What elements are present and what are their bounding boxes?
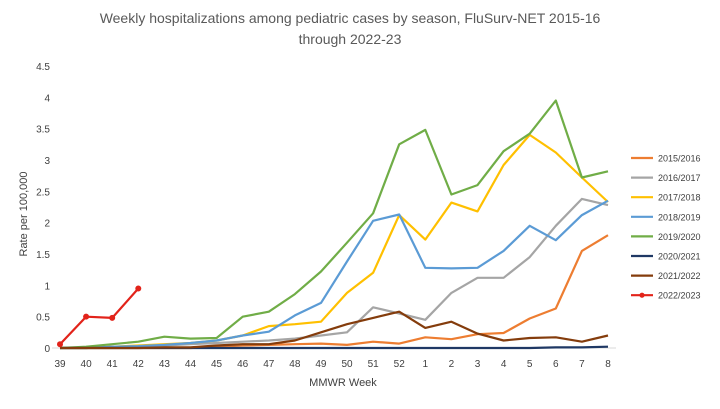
legend-item: 2017/2018 [631, 193, 701, 203]
series-2017-2018 [60, 133, 609, 350]
y-tick-label: 1.5 [36, 250, 50, 261]
y-tick-label: 0.5 [36, 313, 50, 324]
chart-title-line-1: Weekly hospitalizations among pediatric … [100, 10, 601, 26]
legend-item: 2016/2017 [631, 173, 701, 183]
x-tick-label: 43 [159, 359, 171, 370]
x-tick-label: 41 [107, 359, 119, 370]
series-line [60, 234, 609, 350]
legend-label: 2017/2018 [658, 193, 701, 203]
legend-item: 2021/2022 [631, 271, 701, 281]
x-tick-label: 46 [237, 359, 249, 370]
legend-label: 2018/2019 [658, 212, 701, 222]
y-tick-label: 1 [44, 281, 50, 292]
legend-item: 2022/2023 [631, 291, 701, 301]
series-line [60, 197, 609, 350]
y-tick-label: 3 [44, 156, 50, 167]
x-tick-label: 50 [341, 359, 353, 370]
x-axis-label: MMWR Week [309, 377, 377, 389]
series-2015-2016 [60, 234, 609, 350]
legend-item: 2019/2020 [631, 232, 701, 242]
legend-item: 2018/2019 [631, 212, 701, 222]
y-tick-label: 0 [44, 344, 50, 355]
x-tick-label: 8 [605, 359, 611, 370]
y-axis-ticks: 0 0.5 1 1.5 2 2.5 3 3.5 4 4.5 [36, 62, 50, 355]
x-axis-ticks: 39 40 41 42 43 44 45 46 47 48 49 50 51 52 1 2 3 4 5 6 7 8 [54, 359, 611, 370]
y-tick-label: 4 [44, 93, 50, 104]
legend-item: 2015/2016 [631, 154, 701, 164]
y-tick-label: 4.5 [36, 62, 50, 73]
legend: 2015/2016 2016/2017 2017/2018 2018/2019 2019… [631, 154, 701, 301]
data-point [135, 285, 142, 292]
data-point [109, 314, 116, 321]
y-tick-label: 2.5 [36, 187, 50, 198]
series-2018-2019 [60, 199, 609, 350]
x-tick-label: 42 [133, 359, 145, 370]
x-tick-label: 47 [263, 359, 275, 370]
x-tick-label: 7 [579, 359, 585, 370]
x-tick-label: 5 [527, 359, 533, 370]
series-line [59, 287, 140, 345]
series-line [60, 199, 609, 350]
series-line [59, 99, 609, 350]
legend-label: 2021/2022 [658, 271, 701, 281]
series-line [60, 310, 609, 350]
legend-label: 2022/2023 [658, 291, 701, 301]
y-tick-label: 3.5 [36, 125, 50, 136]
x-tick-label: 44 [185, 359, 197, 370]
series-line [60, 133, 609, 350]
x-tick-label: 52 [394, 359, 406, 370]
x-tick-label: 40 [81, 359, 93, 370]
x-tick-label: 48 [289, 359, 301, 370]
series-2021-2022 [60, 310, 609, 350]
series-2019-2020 [59, 99, 609, 350]
legend-label: 2015/2016 [658, 154, 701, 164]
x-tick-label: 51 [368, 359, 380, 370]
legend-label: 2019/2020 [658, 232, 701, 242]
legend-label: 2020/2021 [658, 252, 701, 262]
series-2022-2023 [57, 285, 142, 348]
x-tick-label: 2 [449, 359, 455, 370]
x-tick-label: 45 [211, 359, 223, 370]
data-point [57, 341, 63, 348]
x-tick-label: 1 [423, 359, 429, 370]
x-tick-label: 4 [501, 359, 507, 370]
chart-title-line-2: through 2022-23 [299, 31, 402, 47]
x-tick-label: 3 [475, 359, 481, 370]
series-2016-2017 [60, 197, 609, 350]
series-layer [57, 99, 609, 350]
y-axis-label: Rate per 100,000 [18, 171, 30, 256]
data-point [83, 313, 90, 320]
x-tick-label: 39 [54, 359, 66, 370]
y-tick-label: 2 [44, 219, 50, 230]
legend-label: 2016/2017 [658, 173, 701, 183]
legend-marker [639, 292, 645, 298]
legend-item: 2020/2021 [631, 252, 701, 262]
x-tick-label: 6 [553, 359, 559, 370]
x-tick-label: 49 [315, 359, 327, 370]
